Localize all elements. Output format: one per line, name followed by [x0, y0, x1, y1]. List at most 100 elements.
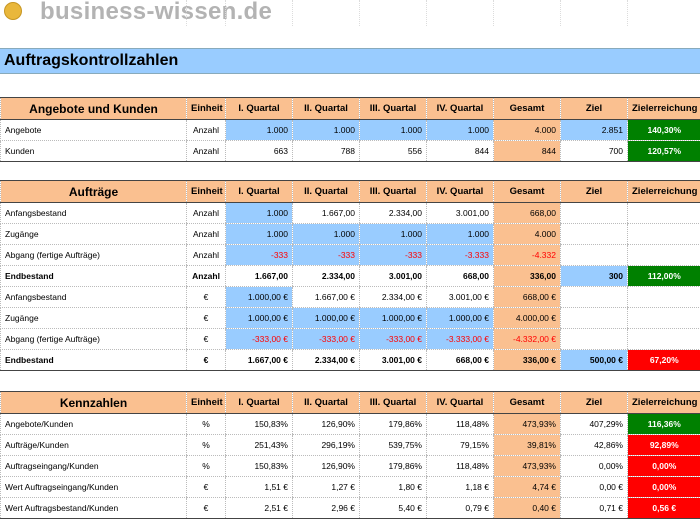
quarter-1-cell[interactable]: 150,83%	[225, 413, 293, 435]
row-label-cell[interactable]: Angebote/Kunden	[0, 413, 187, 435]
unit-cell[interactable]: Anzahl	[186, 202, 226, 224]
row-label-cell[interactable]: Aufträge/Kunden	[0, 434, 187, 456]
column-header-q1[interactable]: I. Quartal	[225, 391, 293, 414]
column-header-unit[interactable]: Einheit	[186, 97, 226, 120]
goal-cell[interactable]: 0,00%	[560, 455, 628, 477]
achievement-cell[interactable]	[627, 328, 700, 350]
quarter-3-cell[interactable]: -333	[359, 244, 427, 266]
goal-cell[interactable]: 0,71 €	[560, 497, 628, 519]
column-header-q1[interactable]: I. Quartal	[225, 180, 293, 203]
unit-cell[interactable]: Anzahl	[186, 244, 226, 266]
unit-cell[interactable]: %	[186, 434, 226, 456]
achievement-cell[interactable]	[627, 223, 700, 245]
achievement-cell[interactable]: 92,89%	[627, 434, 700, 456]
column-header-q2[interactable]: II. Quartal	[292, 97, 360, 120]
column-header-goal[interactable]: Ziel	[560, 391, 628, 414]
quarter-4-cell[interactable]: 3.001,00	[426, 202, 494, 224]
quarter-2-cell[interactable]: 2.334,00	[292, 265, 360, 287]
quarter-2-cell[interactable]: 296,19%	[292, 434, 360, 456]
goal-cell[interactable]: 0,00 €	[560, 476, 628, 498]
quarter-2-cell[interactable]: -333	[292, 244, 360, 266]
achievement-cell[interactable]: 67,20%	[627, 349, 700, 371]
quarter-2-cell[interactable]: 126,90%	[292, 413, 360, 435]
quarter-3-cell[interactable]: -333,00 €	[359, 328, 427, 350]
column-header-total[interactable]: Gesamt	[493, 180, 561, 203]
quarter-1-cell[interactable]: 1.000,00 €	[225, 286, 293, 308]
total-cell[interactable]: 39,81%	[493, 434, 561, 456]
achievement-cell[interactable]	[627, 307, 700, 329]
quarter-2-cell[interactable]: 2.334,00 €	[292, 349, 360, 371]
unit-cell[interactable]: Anzahl	[186, 265, 226, 287]
achievement-cell[interactable]: 116,36%	[627, 413, 700, 435]
column-header-achievement[interactable]: Zielerreichung	[627, 391, 700, 414]
total-cell[interactable]: 668,00 €	[493, 286, 561, 308]
unit-cell[interactable]: €	[186, 286, 226, 308]
quarter-4-cell[interactable]: 118,48%	[426, 413, 494, 435]
quarter-3-cell[interactable]: 1.000	[359, 119, 427, 141]
quarter-1-cell[interactable]: 1.000,00 €	[225, 307, 293, 329]
total-cell[interactable]: 473,93%	[493, 413, 561, 435]
unit-cell[interactable]: €	[186, 349, 226, 371]
quarter-4-cell[interactable]: -3.333,00 €	[426, 328, 494, 350]
section-title[interactable]: Kennzahlen	[0, 391, 187, 414]
quarter-3-cell[interactable]: 179,86%	[359, 455, 427, 477]
row-label-cell[interactable]: Wert Auftragseingang/Kunden	[0, 476, 187, 498]
row-label-cell[interactable]: Endbestand	[0, 265, 187, 287]
column-header-total[interactable]: Gesamt	[493, 97, 561, 120]
goal-cell[interactable]	[560, 307, 628, 329]
goal-cell[interactable]	[560, 286, 628, 308]
quarter-1-cell[interactable]: -333	[225, 244, 293, 266]
total-cell[interactable]: 4.000	[493, 119, 561, 141]
quarter-1-cell[interactable]: 251,43%	[225, 434, 293, 456]
total-cell[interactable]: 473,93%	[493, 455, 561, 477]
achievement-cell[interactable]	[627, 202, 700, 224]
row-label-cell[interactable]: Auftragseingang/Kunden	[0, 455, 187, 477]
quarter-2-cell[interactable]: 1.667,00 €	[292, 286, 360, 308]
unit-cell[interactable]: €	[186, 328, 226, 350]
column-header-achievement[interactable]: Zielerreichung	[627, 180, 700, 203]
total-cell[interactable]: -4.332,00 €	[493, 328, 561, 350]
column-header-unit[interactable]: Einheit	[186, 180, 226, 203]
quarter-4-cell[interactable]: 0,79 €	[426, 497, 494, 519]
row-label-cell[interactable]: Zugänge	[0, 223, 187, 245]
column-header-goal[interactable]: Ziel	[560, 97, 628, 120]
achievement-cell[interactable]: 112,00%	[627, 265, 700, 287]
unit-cell[interactable]: Anzahl	[186, 223, 226, 245]
quarter-1-cell[interactable]: 1.000	[225, 223, 293, 245]
achievement-cell[interactable]: 140,30%	[627, 119, 700, 141]
total-cell[interactable]: -4.332	[493, 244, 561, 266]
quarter-1-cell[interactable]: 1.667,00	[225, 265, 293, 287]
quarter-2-cell[interactable]: 2,96 €	[292, 497, 360, 519]
quarter-3-cell[interactable]: 1.000,00 €	[359, 307, 427, 329]
achievement-cell[interactable]: 0,00%	[627, 476, 700, 498]
unit-cell[interactable]: €	[186, 476, 226, 498]
total-cell[interactable]: 336,00	[493, 265, 561, 287]
column-header-q4[interactable]: IV. Quartal	[426, 97, 494, 120]
quarter-4-cell[interactable]: -3.333	[426, 244, 494, 266]
quarter-2-cell[interactable]: 1.000	[292, 119, 360, 141]
quarter-2-cell[interactable]: 1,27 €	[292, 476, 360, 498]
row-label-cell[interactable]: Wert Auftragsbestand/Kunden	[0, 497, 187, 519]
quarter-1-cell[interactable]: 150,83%	[225, 455, 293, 477]
row-label-cell[interactable]: Zugänge	[0, 307, 187, 329]
column-header-achievement[interactable]: Zielerreichung	[627, 97, 700, 120]
goal-cell[interactable]: 42,86%	[560, 434, 628, 456]
quarter-2-cell[interactable]: 1.000,00 €	[292, 307, 360, 329]
achievement-cell[interactable]	[627, 244, 700, 266]
total-cell[interactable]: 0,40 €	[493, 497, 561, 519]
goal-cell[interactable]	[560, 328, 628, 350]
column-header-q2[interactable]: II. Quartal	[292, 180, 360, 203]
unit-cell[interactable]: €	[186, 307, 226, 329]
column-header-q4[interactable]: IV. Quartal	[426, 391, 494, 414]
quarter-2-cell[interactable]: 788	[292, 140, 360, 162]
column-header-q1[interactable]: I. Quartal	[225, 97, 293, 120]
quarter-4-cell[interactable]: 1.000	[426, 223, 494, 245]
column-header-q3[interactable]: III. Quartal	[359, 97, 427, 120]
quarter-2-cell[interactable]: 126,90%	[292, 455, 360, 477]
column-header-unit[interactable]: Einheit	[186, 391, 226, 414]
total-cell[interactable]: 4.000,00 €	[493, 307, 561, 329]
total-cell[interactable]: 4.000	[493, 223, 561, 245]
unit-cell[interactable]: Anzahl	[186, 119, 226, 141]
quarter-4-cell[interactable]: 1.000,00 €	[426, 307, 494, 329]
column-header-q3[interactable]: III. Quartal	[359, 391, 427, 414]
